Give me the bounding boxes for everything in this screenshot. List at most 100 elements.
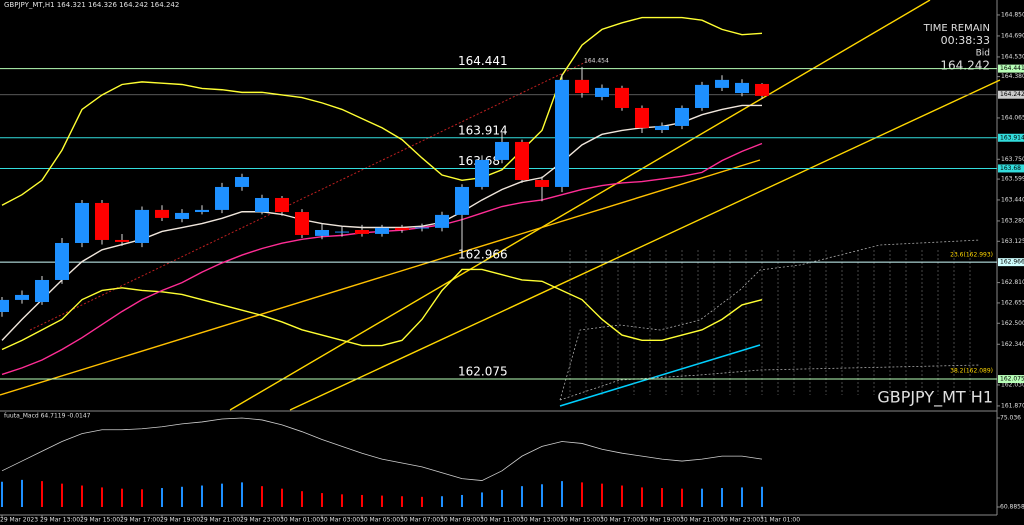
candle-body bbox=[655, 125, 669, 131]
macd-bar bbox=[501, 489, 503, 507]
symbol-label: GBPJPY_MT H1 bbox=[877, 388, 993, 408]
candle-body bbox=[275, 197, 289, 213]
macd-bar bbox=[701, 488, 703, 507]
x-tick-label: 30 Mar 05:00 bbox=[360, 517, 400, 524]
x-tick-label: 30 Mar 19:00 bbox=[640, 517, 680, 524]
candle-body bbox=[215, 186, 229, 210]
candle-body bbox=[555, 79, 569, 187]
macd-bar bbox=[321, 493, 323, 507]
axis-highlight-label: 164.242 bbox=[1000, 91, 1024, 98]
time-remain: 00:38:33 bbox=[941, 34, 990, 47]
axis-highlight bbox=[998, 164, 1024, 173]
candle-body bbox=[295, 212, 309, 235]
x-tick-label: 30 Mar 07:00 bbox=[400, 517, 440, 524]
candle-body bbox=[95, 202, 109, 240]
candle-body bbox=[495, 141, 509, 160]
fib-label: 38.2(162.089) bbox=[950, 368, 993, 375]
candle-body bbox=[695, 84, 709, 108]
candle-body bbox=[195, 209, 209, 213]
macd-bar bbox=[61, 483, 63, 507]
candle-body bbox=[455, 186, 469, 215]
macd-bar bbox=[401, 496, 403, 507]
axis-highlight bbox=[998, 258, 1024, 267]
macd-line bbox=[1, 417, 763, 481]
axis-highlight bbox=[998, 375, 1024, 384]
macd-bar bbox=[41, 481, 43, 507]
candle-body bbox=[315, 229, 329, 236]
macd-bar bbox=[761, 486, 763, 507]
indicator-line bbox=[1, 268, 763, 351]
level-label: 162.966 bbox=[458, 248, 508, 262]
level-label: 163.914 bbox=[458, 123, 508, 137]
y-tick-label: 163.125 bbox=[1001, 238, 1024, 245]
candle-body bbox=[355, 229, 369, 234]
y-tick-label: 161.870 bbox=[1001, 402, 1024, 409]
cloud-line bbox=[559, 344, 761, 407]
macd-bar bbox=[261, 486, 263, 507]
y-tick-label: 164.380 bbox=[1001, 73, 1024, 80]
macd-bar bbox=[421, 496, 423, 507]
x-tick-label: 29 Mar 21:00 bbox=[200, 517, 240, 524]
y-tick-label: 164.065 bbox=[1001, 114, 1024, 121]
axis-highlight bbox=[998, 64, 1024, 73]
macd-bar bbox=[1, 481, 3, 507]
macd-bar bbox=[241, 482, 243, 507]
macd-bar bbox=[661, 488, 663, 507]
indicator-line bbox=[1, 16, 763, 206]
y-tick-label: 164.690 bbox=[1001, 32, 1024, 39]
macd-bar bbox=[361, 494, 363, 507]
macd-tick-label: 75.036 bbox=[1000, 415, 1021, 422]
candle-body bbox=[235, 176, 249, 187]
y-tick-label: 164.850 bbox=[1001, 11, 1024, 18]
macd-bar bbox=[681, 488, 683, 507]
x-tick-label: 29 Mar 2023 bbox=[0, 517, 38, 524]
level-label: 162.075 bbox=[458, 365, 508, 379]
axis-highlight bbox=[998, 90, 1024, 99]
cloud-hatch bbox=[569, 250, 971, 395]
x-tick-label: 30 Mar 11:00 bbox=[480, 517, 520, 524]
chart-title: GBPJPY_MT,H1 164.321 164.326 164.242 164… bbox=[4, 1, 179, 9]
bid-label: Bid bbox=[976, 49, 990, 59]
macd-bar bbox=[541, 484, 543, 507]
candle-body bbox=[475, 159, 489, 187]
candle-body bbox=[75, 202, 89, 243]
trend-line bbox=[0, 159, 761, 396]
candle-body bbox=[15, 294, 29, 300]
macd-bar bbox=[441, 496, 443, 507]
candle-body bbox=[735, 82, 749, 94]
y-tick-label: 162.340 bbox=[1001, 341, 1024, 348]
axis-highlight-label: 162.075 bbox=[1000, 376, 1024, 383]
candle-body bbox=[675, 107, 689, 126]
macd-bar bbox=[741, 487, 743, 507]
candle-body bbox=[395, 227, 409, 230]
macd-bar bbox=[621, 485, 623, 507]
candle-body bbox=[115, 239, 129, 242]
time-remain-label: TIME REMAIN bbox=[923, 23, 990, 34]
macd-tick-label: 60.8858 bbox=[1000, 504, 1024, 511]
candle-body bbox=[595, 87, 609, 97]
candle-body bbox=[155, 209, 169, 218]
x-tick-label: 29 Mar 23:00 bbox=[240, 517, 280, 524]
x-tick-label: 31 Mar 01:00 bbox=[760, 517, 800, 524]
macd-bar bbox=[721, 488, 723, 507]
macd-bar bbox=[301, 491, 303, 507]
macd-title: fuuta_Macd 64.7119 -0.0147 bbox=[4, 413, 91, 420]
x-tick-label: 29 Mar 19:00 bbox=[160, 517, 200, 524]
candle-body bbox=[715, 79, 729, 88]
candle-body bbox=[375, 227, 389, 234]
macd-bar bbox=[221, 483, 223, 507]
macd-bar bbox=[521, 486, 523, 507]
x-tick-label: 30 Mar 09:00 bbox=[440, 517, 480, 524]
candle-body bbox=[575, 79, 589, 94]
candle-body bbox=[515, 141, 529, 181]
macd-bar bbox=[601, 483, 603, 507]
macd-bar bbox=[381, 495, 383, 507]
macd-bar bbox=[161, 488, 163, 507]
cloud-edge bbox=[559, 364, 981, 401]
cloud-edge bbox=[559, 239, 981, 401]
y-tick-label: 164.530 bbox=[1001, 53, 1024, 60]
y-tick-label: 163.280 bbox=[1001, 217, 1024, 224]
x-tick-label: 30 Mar 13:00 bbox=[520, 517, 560, 524]
indicator-line bbox=[1, 104, 762, 341]
